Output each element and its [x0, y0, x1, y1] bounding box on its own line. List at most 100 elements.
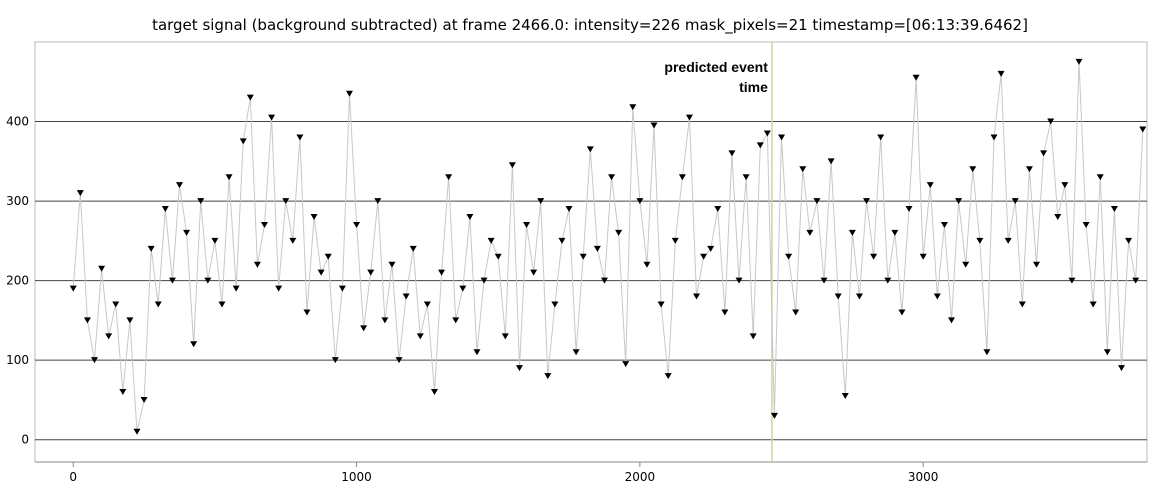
marker — [147, 245, 155, 252]
marker — [565, 206, 573, 213]
marker — [459, 285, 467, 292]
marker — [1033, 261, 1041, 268]
y-tick-label: 0 — [21, 433, 29, 447]
marker — [105, 333, 113, 340]
marker — [523, 221, 531, 228]
marker — [820, 277, 828, 284]
marker — [1040, 150, 1048, 157]
marker — [1054, 214, 1062, 220]
marker — [112, 301, 120, 308]
marker — [551, 301, 559, 308]
marker — [742, 174, 750, 181]
marker — [919, 253, 927, 260]
marker — [629, 104, 637, 111]
marker — [671, 237, 679, 244]
marker — [1082, 221, 1090, 228]
marker — [870, 253, 878, 260]
marker — [253, 261, 261, 268]
marker — [728, 150, 736, 157]
marker — [940, 221, 948, 228]
marker — [430, 389, 438, 395]
marker — [140, 396, 148, 403]
marker — [381, 317, 389, 324]
marker — [374, 198, 382, 205]
marker — [608, 174, 616, 181]
marker — [834, 293, 842, 300]
marker — [487, 237, 495, 244]
marker — [544, 373, 552, 380]
marker — [1011, 198, 1019, 205]
marker — [402, 293, 410, 300]
marker — [650, 122, 658, 129]
marker — [735, 277, 743, 284]
marker — [657, 301, 665, 308]
marker — [175, 182, 183, 189]
y-tick-label: 200 — [6, 274, 29, 288]
marker — [168, 277, 176, 284]
marker — [225, 174, 233, 181]
marker — [1018, 301, 1026, 308]
marker — [98, 265, 106, 272]
marker — [296, 134, 304, 141]
marker — [926, 182, 934, 189]
marker — [969, 166, 977, 173]
marker — [353, 221, 361, 228]
marker — [1118, 365, 1126, 372]
marker — [126, 317, 134, 324]
marker — [848, 229, 856, 236]
marker — [183, 229, 191, 236]
marker — [239, 138, 247, 145]
x-tick-label: 2000 — [625, 470, 656, 484]
marker — [133, 428, 141, 435]
marker — [190, 341, 198, 348]
marker — [494, 253, 502, 260]
marker — [69, 285, 77, 292]
marker — [90, 357, 98, 364]
marker — [423, 301, 431, 308]
y-tick-label: 300 — [6, 194, 29, 208]
marker — [282, 198, 290, 205]
marker — [664, 373, 672, 380]
series-line — [72, 61, 1144, 432]
marker — [863, 198, 871, 205]
marker — [218, 301, 226, 308]
marker — [990, 134, 998, 141]
marker — [827, 158, 835, 165]
marker — [345, 90, 353, 97]
annotation: time — [739, 79, 768, 95]
annotation: predicted event — [664, 59, 768, 75]
marker — [76, 190, 84, 197]
marker — [636, 198, 644, 205]
marker — [1047, 118, 1055, 125]
marker — [700, 253, 708, 260]
marker — [962, 261, 970, 268]
marker — [898, 309, 906, 316]
marker — [1139, 126, 1147, 133]
marker — [197, 198, 205, 205]
marker — [530, 269, 538, 276]
marker — [338, 285, 346, 292]
marker — [1089, 301, 1097, 308]
marker — [310, 214, 318, 220]
marker — [714, 206, 722, 213]
marker — [792, 309, 800, 316]
marker — [572, 349, 580, 356]
marker — [749, 333, 757, 340]
marker — [445, 174, 453, 181]
y-tick-label: 100 — [6, 353, 29, 367]
chart-title: target signal (background subtracted) at… — [152, 16, 1028, 35]
marker — [324, 253, 332, 260]
marker — [119, 389, 127, 395]
marker — [976, 237, 984, 244]
marker — [756, 142, 764, 149]
marker — [877, 134, 885, 141]
marker — [395, 357, 403, 364]
marker — [154, 301, 162, 308]
marker — [763, 130, 771, 137]
marker — [367, 269, 375, 276]
marker — [579, 253, 587, 260]
marker — [1132, 277, 1140, 284]
marker — [855, 293, 863, 300]
marker — [685, 114, 693, 121]
